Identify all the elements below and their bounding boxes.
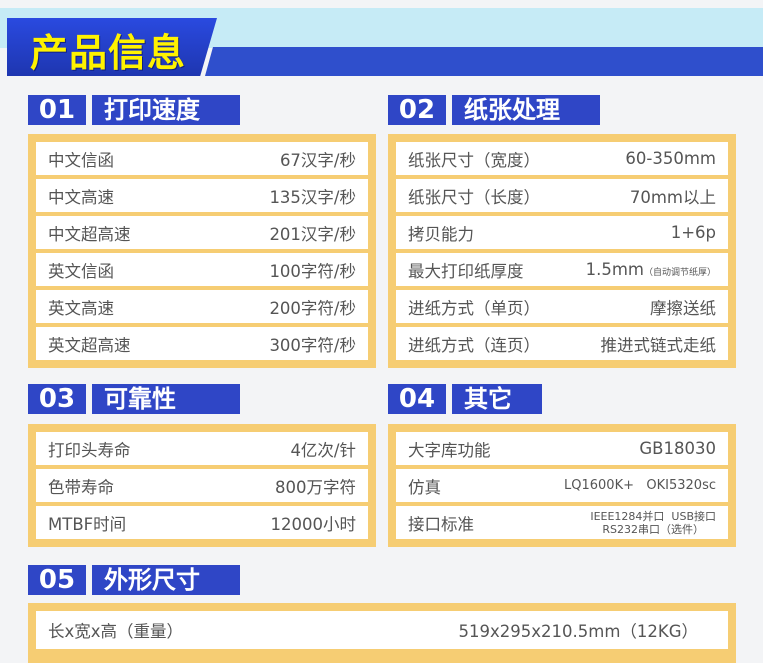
- row-label: 中文超高速: [48, 224, 131, 244]
- row-value: 60-350mm: [625, 149, 716, 168]
- row-value: IEEE1284并口 USB接口: [590, 509, 716, 523]
- row-label: 中文高速: [48, 187, 114, 207]
- table-row: 打印头寿命 4亿次/针: [36, 432, 368, 465]
- section-number: 05: [28, 565, 86, 595]
- row-value: 1+6p: [670, 223, 716, 242]
- row-value: 300字符/秒: [269, 335, 356, 355]
- row-value: 519x295x210.5mm（12KG）: [458, 622, 699, 641]
- section-title: 其它: [452, 384, 542, 414]
- row-label: 大字库功能: [408, 440, 491, 460]
- page-title: 产品信息: [30, 31, 187, 75]
- row-value-line2: RS232串口（选件）: [602, 522, 704, 536]
- section-number: 03: [28, 384, 86, 414]
- row-value: 135汉字/秒: [269, 187, 356, 207]
- row-note: （自动调节纸厚）: [643, 268, 716, 278]
- row-label: 中文信函: [48, 150, 114, 170]
- row-label: 拷贝能力: [408, 224, 474, 244]
- row-value: 推进式链式走纸: [600, 335, 717, 355]
- table-row: 中文超高速 201汉字/秒: [36, 216, 368, 249]
- section-number: 02: [388, 95, 446, 125]
- row-label: 接口标准: [408, 514, 474, 534]
- row-label: MTBF时间: [48, 514, 127, 534]
- table-row: 长x宽x高（重量） 519x295x210.5mm（12KG）: [36, 611, 728, 649]
- section-title: 纸张处理: [452, 95, 600, 125]
- row-label: 英文高速: [48, 298, 114, 318]
- row-label: 仿真: [408, 477, 441, 497]
- table-row: 中文信函 67汉字/秒: [36, 142, 368, 175]
- table-row: 纸张尺寸（宽度） 60-350mm: [396, 142, 728, 175]
- section-title: 可靠性: [92, 384, 240, 414]
- banner-stripe: [205, 47, 763, 76]
- row-value: 67汉字/秒: [279, 150, 356, 170]
- table-row: 进纸方式（连页） 推进式链式走纸: [396, 327, 728, 360]
- row-label: 打印头寿命: [48, 440, 131, 460]
- table-row: 英文超高速 300字符/秒: [36, 327, 368, 360]
- table-row: 色带寿命 800万字符: [36, 469, 368, 502]
- section-number: 04: [388, 384, 446, 414]
- section-title: 外形尺寸: [92, 565, 240, 595]
- row-value: 4亿次/针: [290, 440, 356, 460]
- row-value: 12000小时: [270, 514, 357, 534]
- table-row: 接口标准 IEEE1284并口 USB接口 RS232串口（选件）: [396, 506, 728, 539]
- row-label: 纸张尺寸（长度）: [408, 187, 540, 207]
- table-row: 大字库功能 GB18030: [396, 432, 728, 465]
- row-label: 进纸方式（连页）: [408, 335, 540, 355]
- row-value: GB18030: [639, 439, 716, 458]
- other-panel: 大字库功能 GB18030 仿真 LQ1600K+ OKI5320sc 接口标准 IE…: [388, 424, 736, 547]
- row-value: 200字符/秒: [269, 298, 356, 318]
- section-number: 01: [28, 95, 86, 125]
- table-row: 拷贝能力 1+6p: [396, 216, 728, 249]
- row-label: 英文信函: [48, 261, 114, 281]
- row-label: 色带寿命: [48, 477, 114, 497]
- row-label: 纸张尺寸（宽度）: [408, 150, 540, 170]
- row-label: 英文超高速: [48, 335, 131, 355]
- paper-handling-panel: 纸张尺寸（宽度） 60-350mm 纸张尺寸（长度） 70mm以上 拷贝能力 1+6p…: [388, 134, 736, 368]
- table-row: 最大打印纸厚度 1.5mm（自动调节纸厚）: [396, 253, 728, 286]
- row-value: 201汉字/秒: [269, 224, 356, 244]
- table-row: 中文高速 135汉字/秒: [36, 179, 368, 212]
- table-row: MTBF时间 12000小时: [36, 506, 368, 539]
- row-value: 100字符/秒: [269, 261, 356, 281]
- table-row: 英文高速 200字符/秒: [36, 290, 368, 323]
- row-label: 最大打印纸厚度: [408, 261, 524, 281]
- table-row: 纸张尺寸（长度） 70mm以上: [396, 179, 728, 212]
- row-value: LQ1600K+ OKI5320sc: [564, 478, 716, 493]
- table-row: 仿真 LQ1600K+ OKI5320sc: [396, 469, 728, 502]
- row-label: 长x宽x高（重量）: [48, 622, 184, 641]
- row-value: 70mm以上: [629, 187, 716, 207]
- table-row: 英文信函 100字符/秒: [36, 253, 368, 286]
- dimensions-panel: 长x宽x高（重量） 519x295x210.5mm（12KG）: [28, 603, 736, 663]
- reliability-panel: 打印头寿命 4亿次/针 色带寿命 800万字符 MTBF时间 12000小时: [28, 424, 376, 547]
- table-row: 进纸方式（单页） 摩擦送纸: [396, 290, 728, 323]
- title-block: [7, 18, 217, 76]
- section-title: 打印速度: [92, 95, 240, 125]
- print-speed-panel: 中文信函 67汉字/秒 中文高速 135汉字/秒 中文超高速 201汉字/秒 英文信函…: [28, 134, 376, 368]
- row-label: 进纸方式（单页）: [408, 298, 540, 318]
- row-value: 800万字符: [275, 477, 356, 497]
- row-value: 1.5mm: [585, 260, 644, 279]
- row-value: 摩擦送纸: [650, 298, 716, 318]
